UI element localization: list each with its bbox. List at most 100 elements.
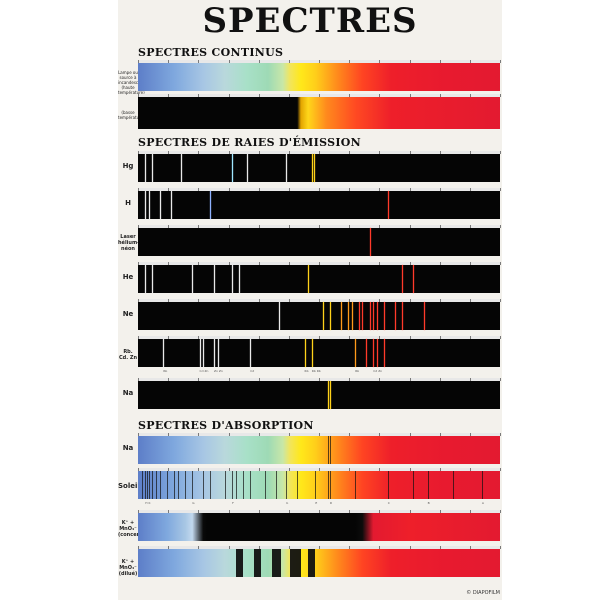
ruler-tick bbox=[168, 94, 170, 97]
ruler-tick bbox=[198, 94, 200, 97]
ruler bbox=[138, 225, 501, 228]
section-title-continuous: SPECTRES CONTINUS bbox=[138, 46, 284, 59]
emission-line-na bbox=[328, 381, 330, 409]
emission-line-hg bbox=[145, 154, 147, 182]
absorption-line-soleil bbox=[250, 471, 252, 499]
absorption-line-soleil bbox=[148, 471, 150, 499]
emission-line-hg bbox=[311, 154, 313, 182]
ruler-tick bbox=[138, 546, 139, 549]
absorption-line-soleil bbox=[355, 471, 357, 499]
ruler-tick bbox=[500, 225, 501, 228]
ruler-tick bbox=[319, 433, 320, 436]
ruler-tick bbox=[288, 225, 290, 228]
ruler-tick bbox=[379, 510, 381, 513]
ruler-tick bbox=[409, 433, 411, 436]
ruler bbox=[138, 60, 501, 63]
emission-line-rbcdzn bbox=[355, 339, 357, 367]
ruler bbox=[138, 94, 501, 97]
ruler-tick bbox=[168, 546, 170, 549]
emission-line-rbcdzn bbox=[203, 339, 205, 367]
ruler bbox=[138, 299, 501, 302]
ruler-tick bbox=[500, 94, 501, 97]
ruler-tick bbox=[228, 225, 230, 228]
ruler-tick bbox=[168, 299, 170, 302]
emission-line-he bbox=[214, 265, 216, 293]
ruler-tick bbox=[198, 468, 200, 471]
absorption-line-kmno4_dilue bbox=[308, 549, 316, 577]
spectrum-absorption-kmno4-dilue bbox=[138, 549, 500, 577]
absorption-line-soleil bbox=[387, 471, 389, 499]
ruler-tick bbox=[379, 225, 381, 228]
ruler-tick bbox=[349, 510, 351, 513]
label-lamp-low: (basse température) bbox=[118, 110, 145, 120]
spectrum-absorption-kmno4-concentre bbox=[138, 513, 500, 541]
ruler-tick bbox=[288, 188, 290, 191]
ruler-tick bbox=[349, 378, 351, 381]
ruler-tick bbox=[409, 378, 411, 381]
ruler-tick bbox=[198, 151, 200, 154]
spectrum-continuous-high bbox=[138, 63, 500, 91]
emission-line-h bbox=[387, 191, 389, 219]
section-title-absorption: SPECTRES D'ABSORPTION bbox=[138, 419, 314, 432]
label-h: H bbox=[125, 199, 131, 207]
ruler-tick bbox=[409, 299, 411, 302]
ruler-tick bbox=[288, 262, 290, 265]
label-lamp-high: Lampe ou source à incandescence (haute t… bbox=[118, 70, 148, 95]
ruler-tick bbox=[349, 60, 351, 63]
absorption-line-soleil bbox=[166, 471, 168, 499]
ruler-tick bbox=[168, 433, 170, 436]
ruler bbox=[138, 433, 501, 436]
label-laser: Laser hélium-néon bbox=[118, 234, 139, 252]
ruler-tick bbox=[379, 94, 381, 97]
absorption-line-kmno4_dilue bbox=[235, 549, 243, 577]
absorption-line-soleil bbox=[427, 471, 429, 499]
emission-line-na bbox=[329, 381, 331, 409]
ruler-label: Rb Rb bbox=[311, 369, 321, 373]
absorption-line-na bbox=[328, 436, 330, 464]
emission-line-ne bbox=[376, 302, 378, 330]
ruler-tick bbox=[288, 336, 290, 339]
label-hg: Hg bbox=[122, 162, 134, 170]
ruler-tick bbox=[138, 378, 139, 381]
ruler-tick bbox=[349, 433, 351, 436]
ruler-tick bbox=[288, 299, 290, 302]
ruler-tick bbox=[500, 188, 501, 191]
ruler-tick bbox=[258, 151, 260, 154]
absorption-line-soleil bbox=[203, 471, 205, 499]
ruler-tick bbox=[138, 188, 139, 191]
label-kmno4-concentre: K⁺ + MnO₄⁻ (concentré) bbox=[118, 520, 151, 538]
ruler-tick bbox=[228, 510, 230, 513]
emission-line-ne bbox=[347, 302, 349, 330]
ruler-tick bbox=[469, 336, 471, 339]
ruler-tick bbox=[469, 262, 471, 265]
label-na-emission: Na bbox=[122, 389, 134, 397]
ruler-tick bbox=[500, 433, 501, 436]
ruler-tick bbox=[469, 378, 471, 381]
ruler-tick bbox=[439, 262, 441, 265]
ruler-tick bbox=[409, 468, 411, 471]
emission-line-hg bbox=[313, 154, 315, 182]
absorption-line-soleil bbox=[141, 471, 143, 499]
ruler-tick bbox=[228, 378, 230, 381]
emission-line-he bbox=[232, 265, 234, 293]
absorption-line-soleil bbox=[147, 471, 149, 499]
emission-line-h bbox=[210, 191, 212, 219]
ruler-label: Cd Zn bbox=[373, 369, 383, 373]
page-title: SPECTRES bbox=[202, 1, 418, 41]
label-laser-line1: Laser bbox=[120, 234, 136, 240]
spectrum-absorption-na bbox=[138, 436, 500, 464]
ruler-tick bbox=[288, 433, 290, 436]
ruler-tick bbox=[439, 225, 441, 228]
ruler-tick bbox=[469, 225, 471, 228]
ruler-tick bbox=[198, 188, 200, 191]
ruler-tick bbox=[319, 188, 320, 191]
ruler-tick bbox=[409, 60, 411, 63]
ruler-tick bbox=[228, 60, 230, 63]
ruler-tick bbox=[258, 468, 260, 471]
ruler-tick bbox=[198, 378, 200, 381]
ruler-tick bbox=[349, 468, 351, 471]
emission-line-ne bbox=[362, 302, 364, 330]
ruler-tick bbox=[168, 262, 170, 265]
emission-line-rbcdzn bbox=[366, 339, 368, 367]
absorption-line-soleil bbox=[159, 471, 161, 499]
